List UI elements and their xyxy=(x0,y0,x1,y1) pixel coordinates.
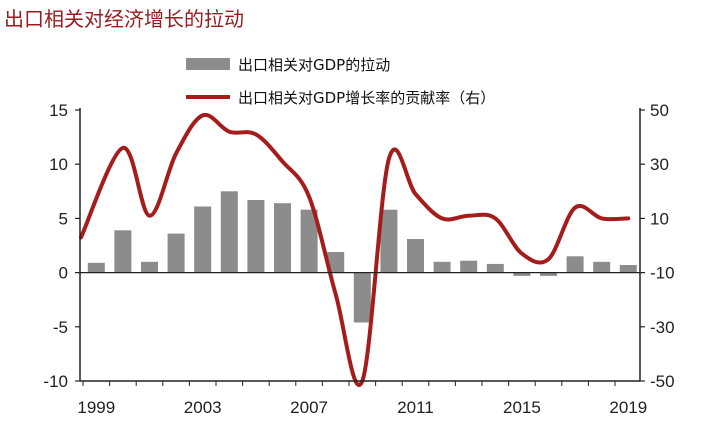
bar-2010 xyxy=(380,209,398,273)
x-tick-label: 2003 xyxy=(184,398,222,417)
y-left-tick-label: 15 xyxy=(49,101,68,120)
bar-2000 xyxy=(114,230,132,273)
y-right-tick-label: 30 xyxy=(650,155,669,174)
bar-2014 xyxy=(486,263,504,273)
bar-2007 xyxy=(300,209,318,273)
y-left-tick-label: 5 xyxy=(59,209,68,228)
x-tick-label: 2007 xyxy=(290,398,328,417)
bar-2012 xyxy=(433,261,451,273)
bar-2002 xyxy=(167,233,185,273)
bar-series xyxy=(87,191,637,323)
y-right-tick-label: -50 xyxy=(650,372,675,391)
bar-2017 xyxy=(566,256,584,273)
bar-2003 xyxy=(194,206,212,273)
bar-2019 xyxy=(619,265,637,273)
y-left-tick-label: -10 xyxy=(43,372,68,391)
bar-2009 xyxy=(353,272,371,323)
y-right-tick-label: 10 xyxy=(650,209,669,228)
bar-2016 xyxy=(540,272,557,276)
chart-title: 出口相关对经济增长的拉动 xyxy=(4,7,244,31)
bar-2004 xyxy=(220,191,238,273)
y-right-tick-label: -10 xyxy=(650,264,675,283)
x-tick-label: 1999 xyxy=(77,398,115,417)
x-tick-label: 2019 xyxy=(609,398,647,417)
bar-2018 xyxy=(593,261,611,273)
legend-line-label: 出口相关对GDP增长率的贡献率（右） xyxy=(238,89,495,107)
bar-2013 xyxy=(460,260,478,273)
y-right-tick-label: 50 xyxy=(650,101,669,120)
x-tick-label: 2011 xyxy=(397,398,434,417)
y-left-tick-label: -5 xyxy=(53,318,68,337)
legend-bar-swatch xyxy=(186,58,230,70)
x-tick-label: 2015 xyxy=(503,398,541,417)
y-left-tick-label: 10 xyxy=(49,155,68,174)
bar-2005 xyxy=(247,200,265,273)
bar-2015 xyxy=(513,272,531,276)
bar-2001 xyxy=(141,261,158,273)
legend: 出口相关对GDP的拉动 出口相关对GDP增长率的贡献率（右） xyxy=(186,56,495,107)
bar-2011 xyxy=(407,239,424,273)
y-left-tick-label: 0 xyxy=(59,264,68,283)
bar-2006 xyxy=(274,203,291,273)
line-series-contribution xyxy=(79,112,631,387)
bar-2008 xyxy=(327,252,345,273)
y-right-tick-label: -30 xyxy=(650,318,675,337)
bar-1999 xyxy=(87,262,105,273)
legend-bar-label: 出口相关对GDP的拉动 xyxy=(238,56,390,74)
